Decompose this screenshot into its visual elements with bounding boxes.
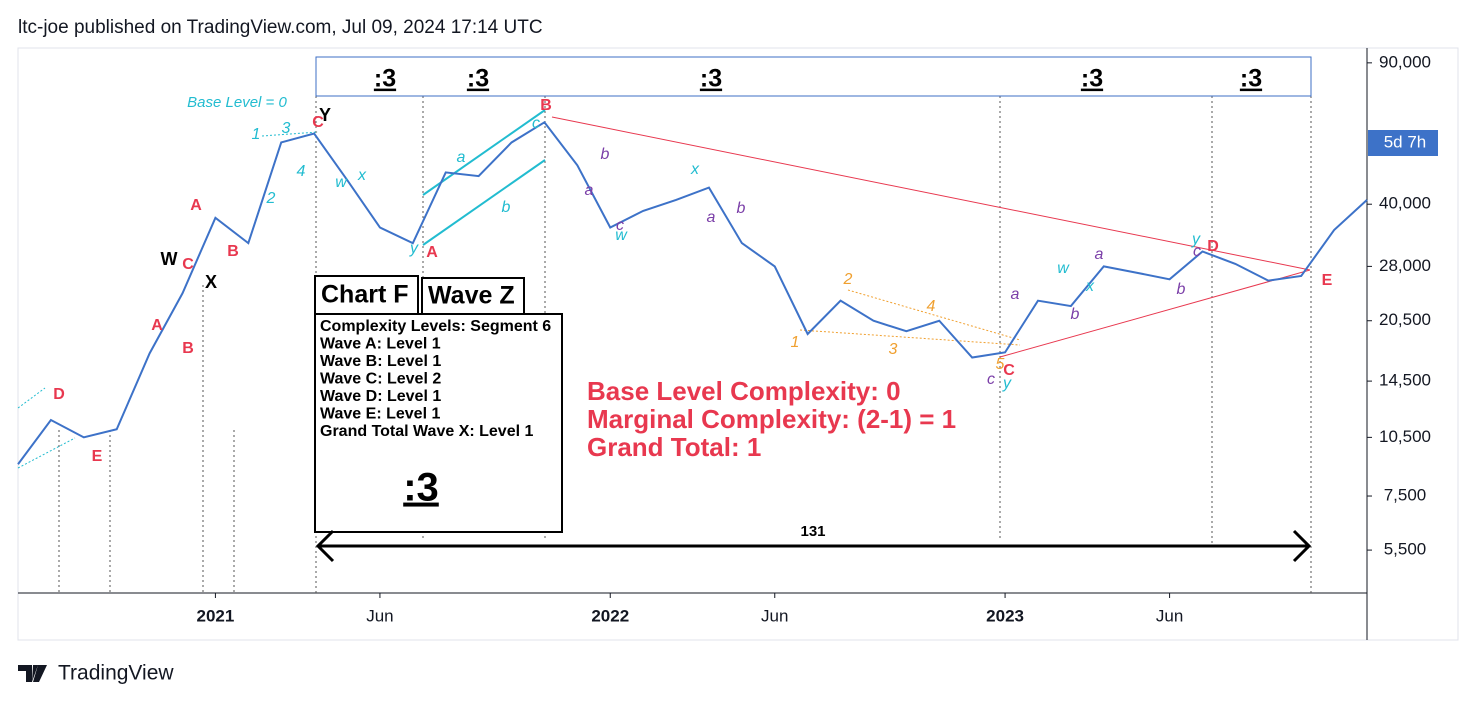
price-badge-text: 5d 7h — [1384, 132, 1427, 151]
x-tick-label: Jun — [761, 606, 788, 625]
vertical-guides — [58, 96, 1312, 593]
wave-label: a — [707, 209, 716, 226]
wave-label: D — [1207, 238, 1219, 255]
info-box: Chart F Wave Z :3 — [314, 275, 563, 533]
wave-label: 5 — [996, 356, 1005, 373]
wave-label: b — [1177, 281, 1186, 298]
wave-label: E — [92, 448, 103, 465]
x-tick-label: Jun — [1156, 606, 1183, 625]
y-tick-label: 20,500 — [1379, 310, 1431, 329]
complexity-line: Base Level Complexity: 0 — [587, 376, 901, 406]
info-line: Wave D: Level 1 — [320, 388, 441, 405]
wave-label: B — [227, 243, 239, 260]
span-label: 131 — [800, 523, 825, 540]
wave-label: A — [151, 317, 163, 334]
wave-label: E — [1322, 272, 1333, 289]
x-tick-label: 2021 — [197, 606, 235, 625]
wave-label: W — [161, 249, 178, 269]
price-badge — [1368, 130, 1438, 156]
y-tick-label: 90,000 — [1379, 52, 1431, 71]
wave-label: 1 — [791, 334, 800, 351]
channel — [422, 109, 546, 246]
wave-label: C — [182, 256, 194, 273]
dotted-orange — [799, 289, 1021, 346]
box-label: :3 — [467, 65, 489, 93]
span-arrow — [315, 529, 1312, 563]
x-tick-label: Jun — [366, 606, 393, 625]
box-label: :3 — [1081, 65, 1103, 93]
y-tick-label: 5,500 — [1384, 540, 1427, 559]
frame — [17, 47, 1459, 641]
wave-label: D — [53, 386, 65, 403]
wave-label: Y — [319, 105, 331, 125]
y-tick-label: 14,500 — [1379, 371, 1431, 390]
wave-label: 4 — [927, 298, 936, 315]
wave-label: a — [1011, 286, 1020, 303]
info-line: Grand Total Wave X: Level 1 — [320, 423, 533, 440]
wave-label: 1 — [252, 126, 261, 143]
info-line: Wave C: Level 2 — [320, 371, 441, 388]
wave-label: x — [357, 167, 367, 184]
y-tick-label: 40,000 — [1379, 194, 1431, 213]
base-level: Base Level = 0 — [187, 94, 287, 111]
wave-label: x — [690, 161, 700, 178]
box-label: :3 — [374, 65, 396, 93]
wave-label: x — [1085, 278, 1095, 295]
wave-label: a — [457, 149, 466, 166]
footer: TradingView — [58, 662, 174, 685]
x-tick-label: 2022 — [591, 606, 629, 625]
complexity-line: Marginal Complexity: (2-1) = 1 — [587, 404, 956, 434]
wave-label: B — [540, 97, 552, 114]
wave-label: b — [601, 146, 610, 163]
wave-label: 4 — [297, 163, 306, 180]
wave-label: b — [737, 200, 746, 217]
wave-label: X — [205, 272, 217, 292]
wave-label: 2 — [266, 190, 276, 207]
box-label: :3 — [700, 65, 722, 93]
box-label: :3 — [1240, 65, 1262, 93]
wave-label: 2 — [843, 271, 853, 288]
y-tick-label: 7,500 — [1384, 486, 1427, 505]
info-line: Complexity Levels: Segment 6 — [320, 318, 551, 335]
wave-label: w — [615, 227, 628, 244]
y-tick-label: 10,500 — [1379, 427, 1431, 446]
wave-label: b — [1071, 306, 1080, 323]
wave-label: y — [409, 240, 419, 257]
wave-label: c — [616, 217, 624, 234]
chart-label: Chart F — [321, 281, 409, 309]
wave-label: a — [1095, 246, 1104, 263]
wave-label: C — [312, 114, 324, 131]
wave-label: 3 — [889, 341, 898, 358]
wave-label: c — [532, 115, 540, 132]
triangle — [551, 116, 1311, 358]
info-line: Wave E: Level 1 — [320, 406, 440, 423]
wave-label: y — [1191, 231, 1201, 248]
wave-label: Wave Z — [428, 282, 515, 310]
wave-label: w — [335, 174, 348, 191]
wave-label: w — [1057, 260, 1070, 277]
header: ltc-joe published on TradingView.com, Ju… — [18, 17, 543, 38]
wave-label: b — [502, 199, 511, 216]
wave-label: a — [585, 182, 594, 199]
total-label: :3 — [403, 466, 439, 510]
price-line — [17, 120, 1368, 465]
logo: TradingView — [18, 662, 174, 685]
complexity-line: Grand Total: 1 — [587, 432, 761, 462]
y-tick-label: 28,000 — [1379, 256, 1431, 275]
wave-label: A — [426, 244, 438, 261]
wave-label: c — [987, 371, 995, 388]
wave-label: B — [182, 340, 194, 357]
wave-label: C — [1003, 362, 1015, 379]
wave-label: c — [1193, 243, 1201, 260]
dotted-teal — [17, 131, 319, 469]
wave-label: A — [190, 197, 202, 214]
wave-label: 3 — [282, 120, 291, 137]
x-tick-label: 2023 — [986, 606, 1024, 625]
info-line: Wave A: Level 1 — [320, 336, 441, 353]
info-line: Wave B: Level 1 — [320, 353, 441, 370]
wave-label: y — [1002, 375, 1012, 392]
top-box — [315, 56, 1312, 97]
